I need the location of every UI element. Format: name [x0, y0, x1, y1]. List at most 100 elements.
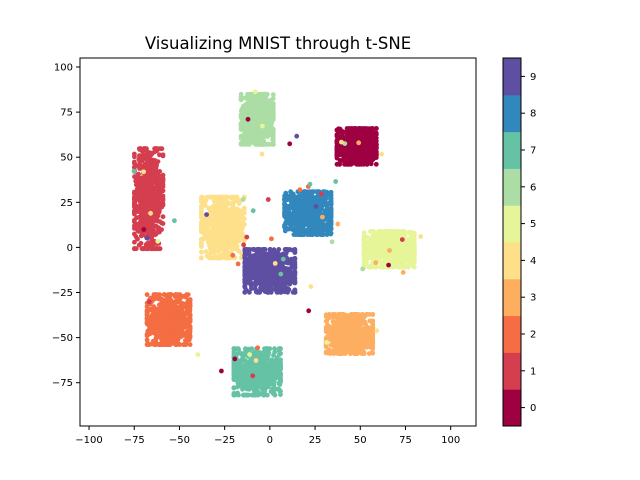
point	[334, 152, 340, 158]
point	[187, 312, 193, 318]
point	[334, 132, 340, 138]
point	[132, 239, 137, 245]
point	[343, 159, 349, 165]
point	[372, 264, 378, 270]
point	[367, 252, 372, 257]
point	[270, 141, 276, 147]
point	[236, 201, 242, 206]
point	[142, 199, 148, 204]
point	[137, 159, 143, 165]
point	[239, 121, 245, 127]
point	[132, 217, 137, 223]
point	[199, 204, 204, 210]
point	[243, 104, 249, 110]
point	[149, 175, 155, 181]
point	[379, 250, 385, 256]
point	[160, 172, 166, 178]
point	[210, 247, 216, 253]
point	[331, 321, 337, 327]
point	[168, 342, 173, 347]
point	[155, 201, 161, 206]
point	[132, 165, 137, 170]
point	[405, 263, 410, 269]
point	[240, 226, 245, 231]
point	[160, 153, 166, 159]
point	[144, 159, 150, 165]
point	[367, 247, 373, 253]
point	[347, 325, 353, 331]
point	[333, 350, 339, 356]
point	[351, 336, 357, 341]
point	[323, 312, 329, 318]
point	[403, 245, 408, 251]
point	[155, 309, 161, 314]
point	[265, 113, 271, 118]
point	[164, 314, 170, 320]
point	[346, 148, 352, 154]
point	[252, 95, 258, 101]
point	[157, 322, 163, 328]
point	[235, 217, 241, 222]
point	[233, 240, 239, 245]
point	[378, 245, 384, 251]
point	[204, 231, 210, 237]
point	[364, 161, 370, 167]
point	[137, 209, 143, 214]
point	[270, 116, 275, 121]
point	[361, 247, 367, 253]
point	[148, 192, 154, 198]
point	[342, 342, 348, 348]
point	[373, 130, 379, 136]
point	[142, 176, 148, 182]
point	[221, 247, 227, 253]
point	[402, 231, 408, 237]
cluster-7	[231, 346, 283, 398]
point	[227, 210, 233, 216]
point	[250, 108, 255, 114]
point	[183, 332, 189, 338]
point	[341, 129, 346, 135]
point	[160, 214, 166, 220]
point	[373, 161, 379, 167]
point	[246, 124, 252, 129]
point	[270, 96, 276, 101]
point	[144, 146, 149, 152]
point	[411, 248, 417, 253]
point	[170, 317, 175, 322]
point	[361, 242, 367, 248]
point	[199, 222, 204, 228]
point	[350, 129, 355, 134]
point	[399, 245, 404, 251]
point	[167, 330, 172, 335]
point	[136, 146, 142, 152]
point	[361, 251, 367, 257]
point	[352, 145, 358, 150]
point	[138, 219, 143, 225]
point	[370, 336, 376, 341]
point	[373, 145, 379, 151]
point	[222, 202, 227, 208]
point	[388, 253, 393, 259]
point	[132, 231, 137, 237]
point	[137, 214, 143, 220]
point	[132, 174, 137, 180]
point	[336, 312, 342, 317]
point	[359, 346, 365, 352]
point	[150, 186, 156, 192]
point	[369, 129, 375, 135]
point	[184, 306, 190, 312]
point	[373, 154, 379, 160]
point	[146, 166, 152, 172]
point	[143, 204, 149, 210]
point	[223, 229, 229, 235]
point	[199, 255, 204, 261]
point	[139, 180, 145, 185]
scatter-points	[131, 89, 424, 398]
point	[133, 182, 139, 188]
point	[158, 317, 164, 323]
point	[132, 210, 137, 216]
cluster-0	[334, 126, 379, 167]
point	[337, 339, 342, 345]
point	[142, 245, 148, 251]
